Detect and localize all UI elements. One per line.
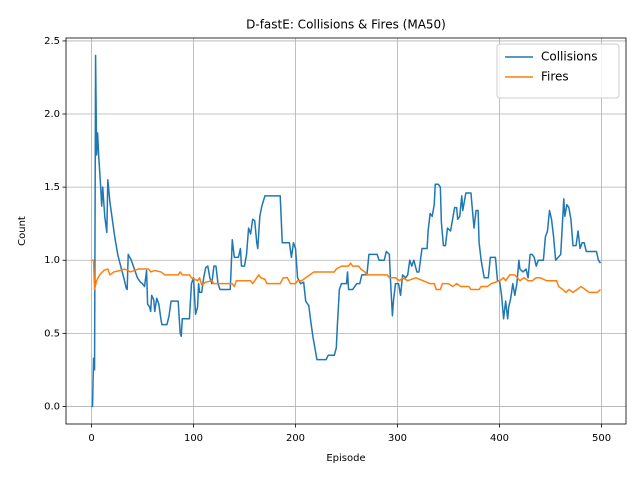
y-tick-label: 1.0 xyxy=(44,255,60,266)
x-axis-label: Episode xyxy=(326,453,365,464)
legend-label: Fires xyxy=(541,70,569,84)
x-tick-label: 300 xyxy=(388,433,407,444)
x-tick-label: 0 xyxy=(88,433,94,444)
x-tick-label: 100 xyxy=(184,433,203,444)
y-tick-label: 0.0 xyxy=(44,401,60,412)
series-line xyxy=(91,54,602,408)
series-line xyxy=(91,259,602,294)
chart-title: D-fastE: Collisions & Fires (MA50) xyxy=(246,18,446,32)
x-tick-label: 500 xyxy=(592,433,611,444)
x-tick-label: 400 xyxy=(490,433,509,444)
y-tick-label: 2.5 xyxy=(44,36,60,47)
legend-label: Collisions xyxy=(541,50,598,64)
y-axis-label: Count xyxy=(17,216,28,246)
x-tick-label: 200 xyxy=(286,433,305,444)
plot-frame xyxy=(65,37,627,425)
y-tick-label: 0.5 xyxy=(44,328,60,339)
y-tick-label: 1.5 xyxy=(44,182,60,193)
y-tick-label: 2.0 xyxy=(44,109,60,120)
